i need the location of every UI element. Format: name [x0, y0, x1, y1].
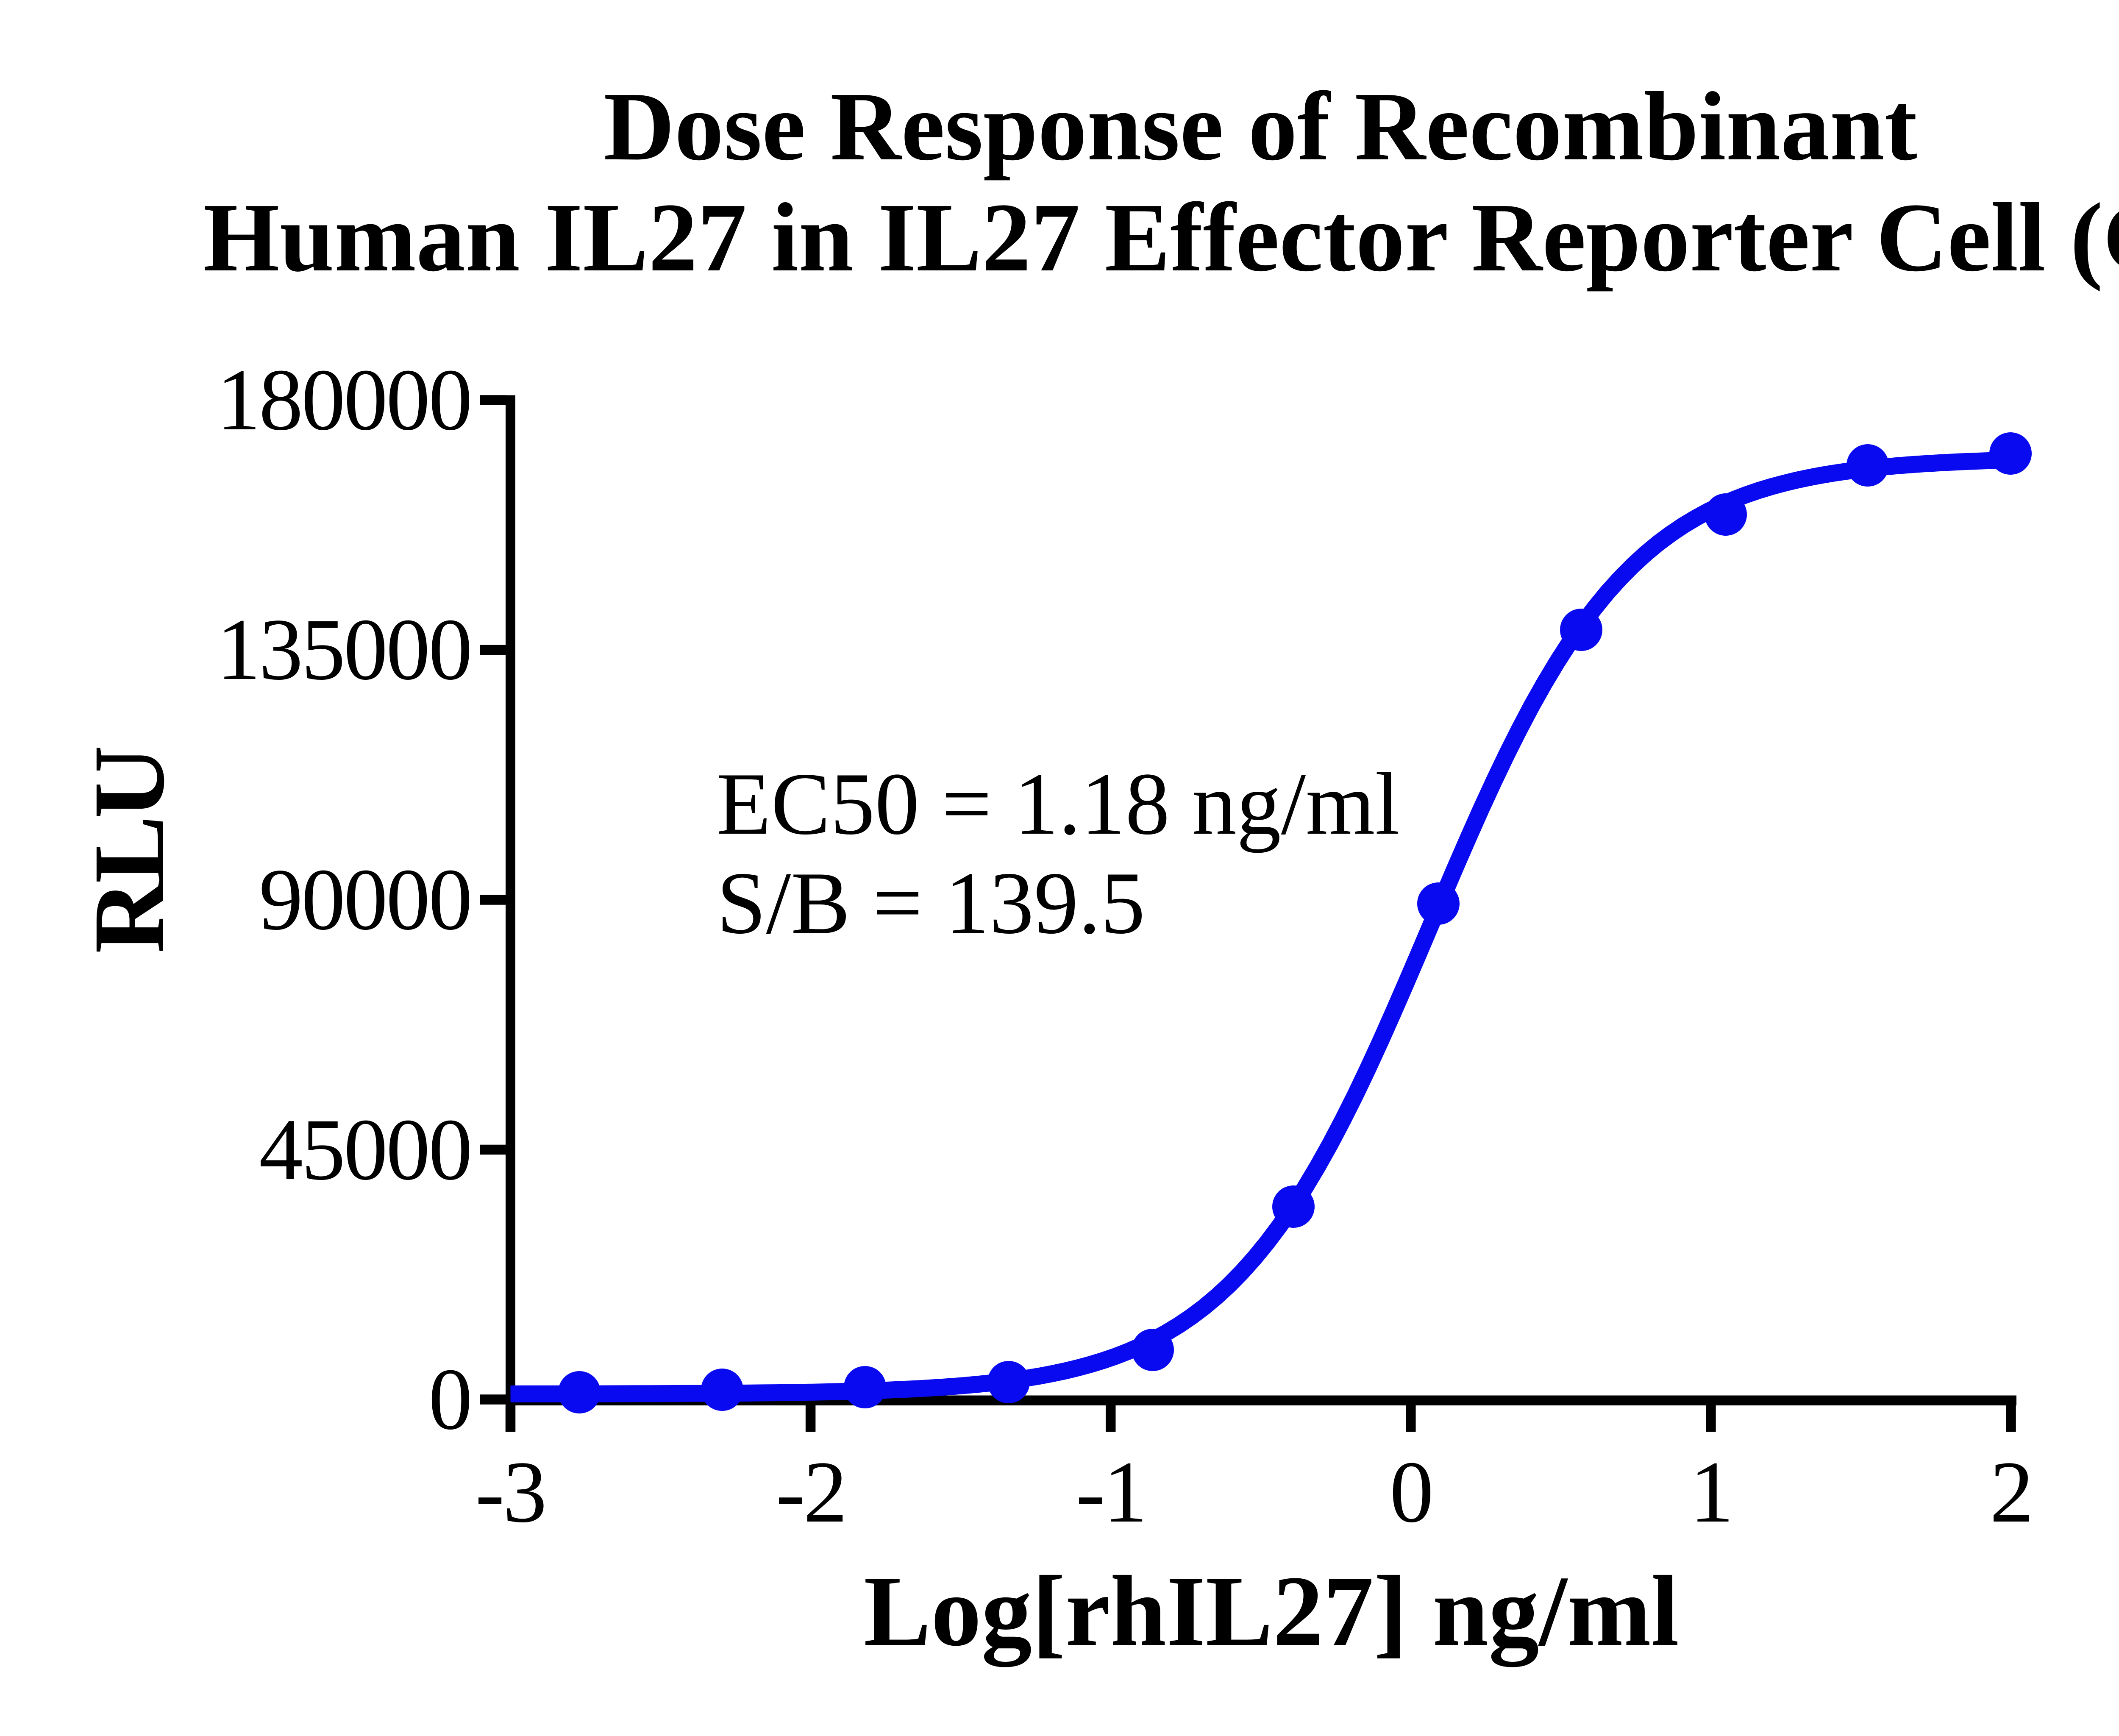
svg-text:-1: -1	[1076, 1443, 1146, 1541]
svg-text:45000: 45000	[259, 1101, 471, 1198]
svg-text:90000: 90000	[259, 851, 471, 948]
svg-text:135000: 135000	[217, 601, 471, 698]
svg-text:Dose Response of Recombinant: Dose Response of Recombinant	[603, 72, 1917, 181]
svg-text:-2: -2	[776, 1443, 845, 1541]
svg-text:S/B = 139.5: S/B = 139.5	[717, 854, 1145, 952]
svg-text:2: 2	[1990, 1443, 2032, 1541]
svg-text:180000: 180000	[217, 351, 471, 448]
svg-text:Log[rhIL27] ng/ml: Log[rhIL27] ng/ml	[864, 1555, 1679, 1667]
svg-text:Human IL27 in IL27 Effector Re: Human IL27 in IL27 Effector Reporter Cel…	[203, 183, 2119, 292]
svg-text:0: 0	[428, 1350, 471, 1448]
svg-text:0: 0	[1390, 1443, 1432, 1541]
svg-text:-3: -3	[475, 1443, 545, 1541]
svg-text:EC50 = 1.18 ng/ml: EC50 = 1.18 ng/ml	[717, 755, 1400, 853]
svg-text:1: 1	[1690, 1443, 1732, 1541]
svg-text:RLU: RLU	[72, 748, 185, 953]
